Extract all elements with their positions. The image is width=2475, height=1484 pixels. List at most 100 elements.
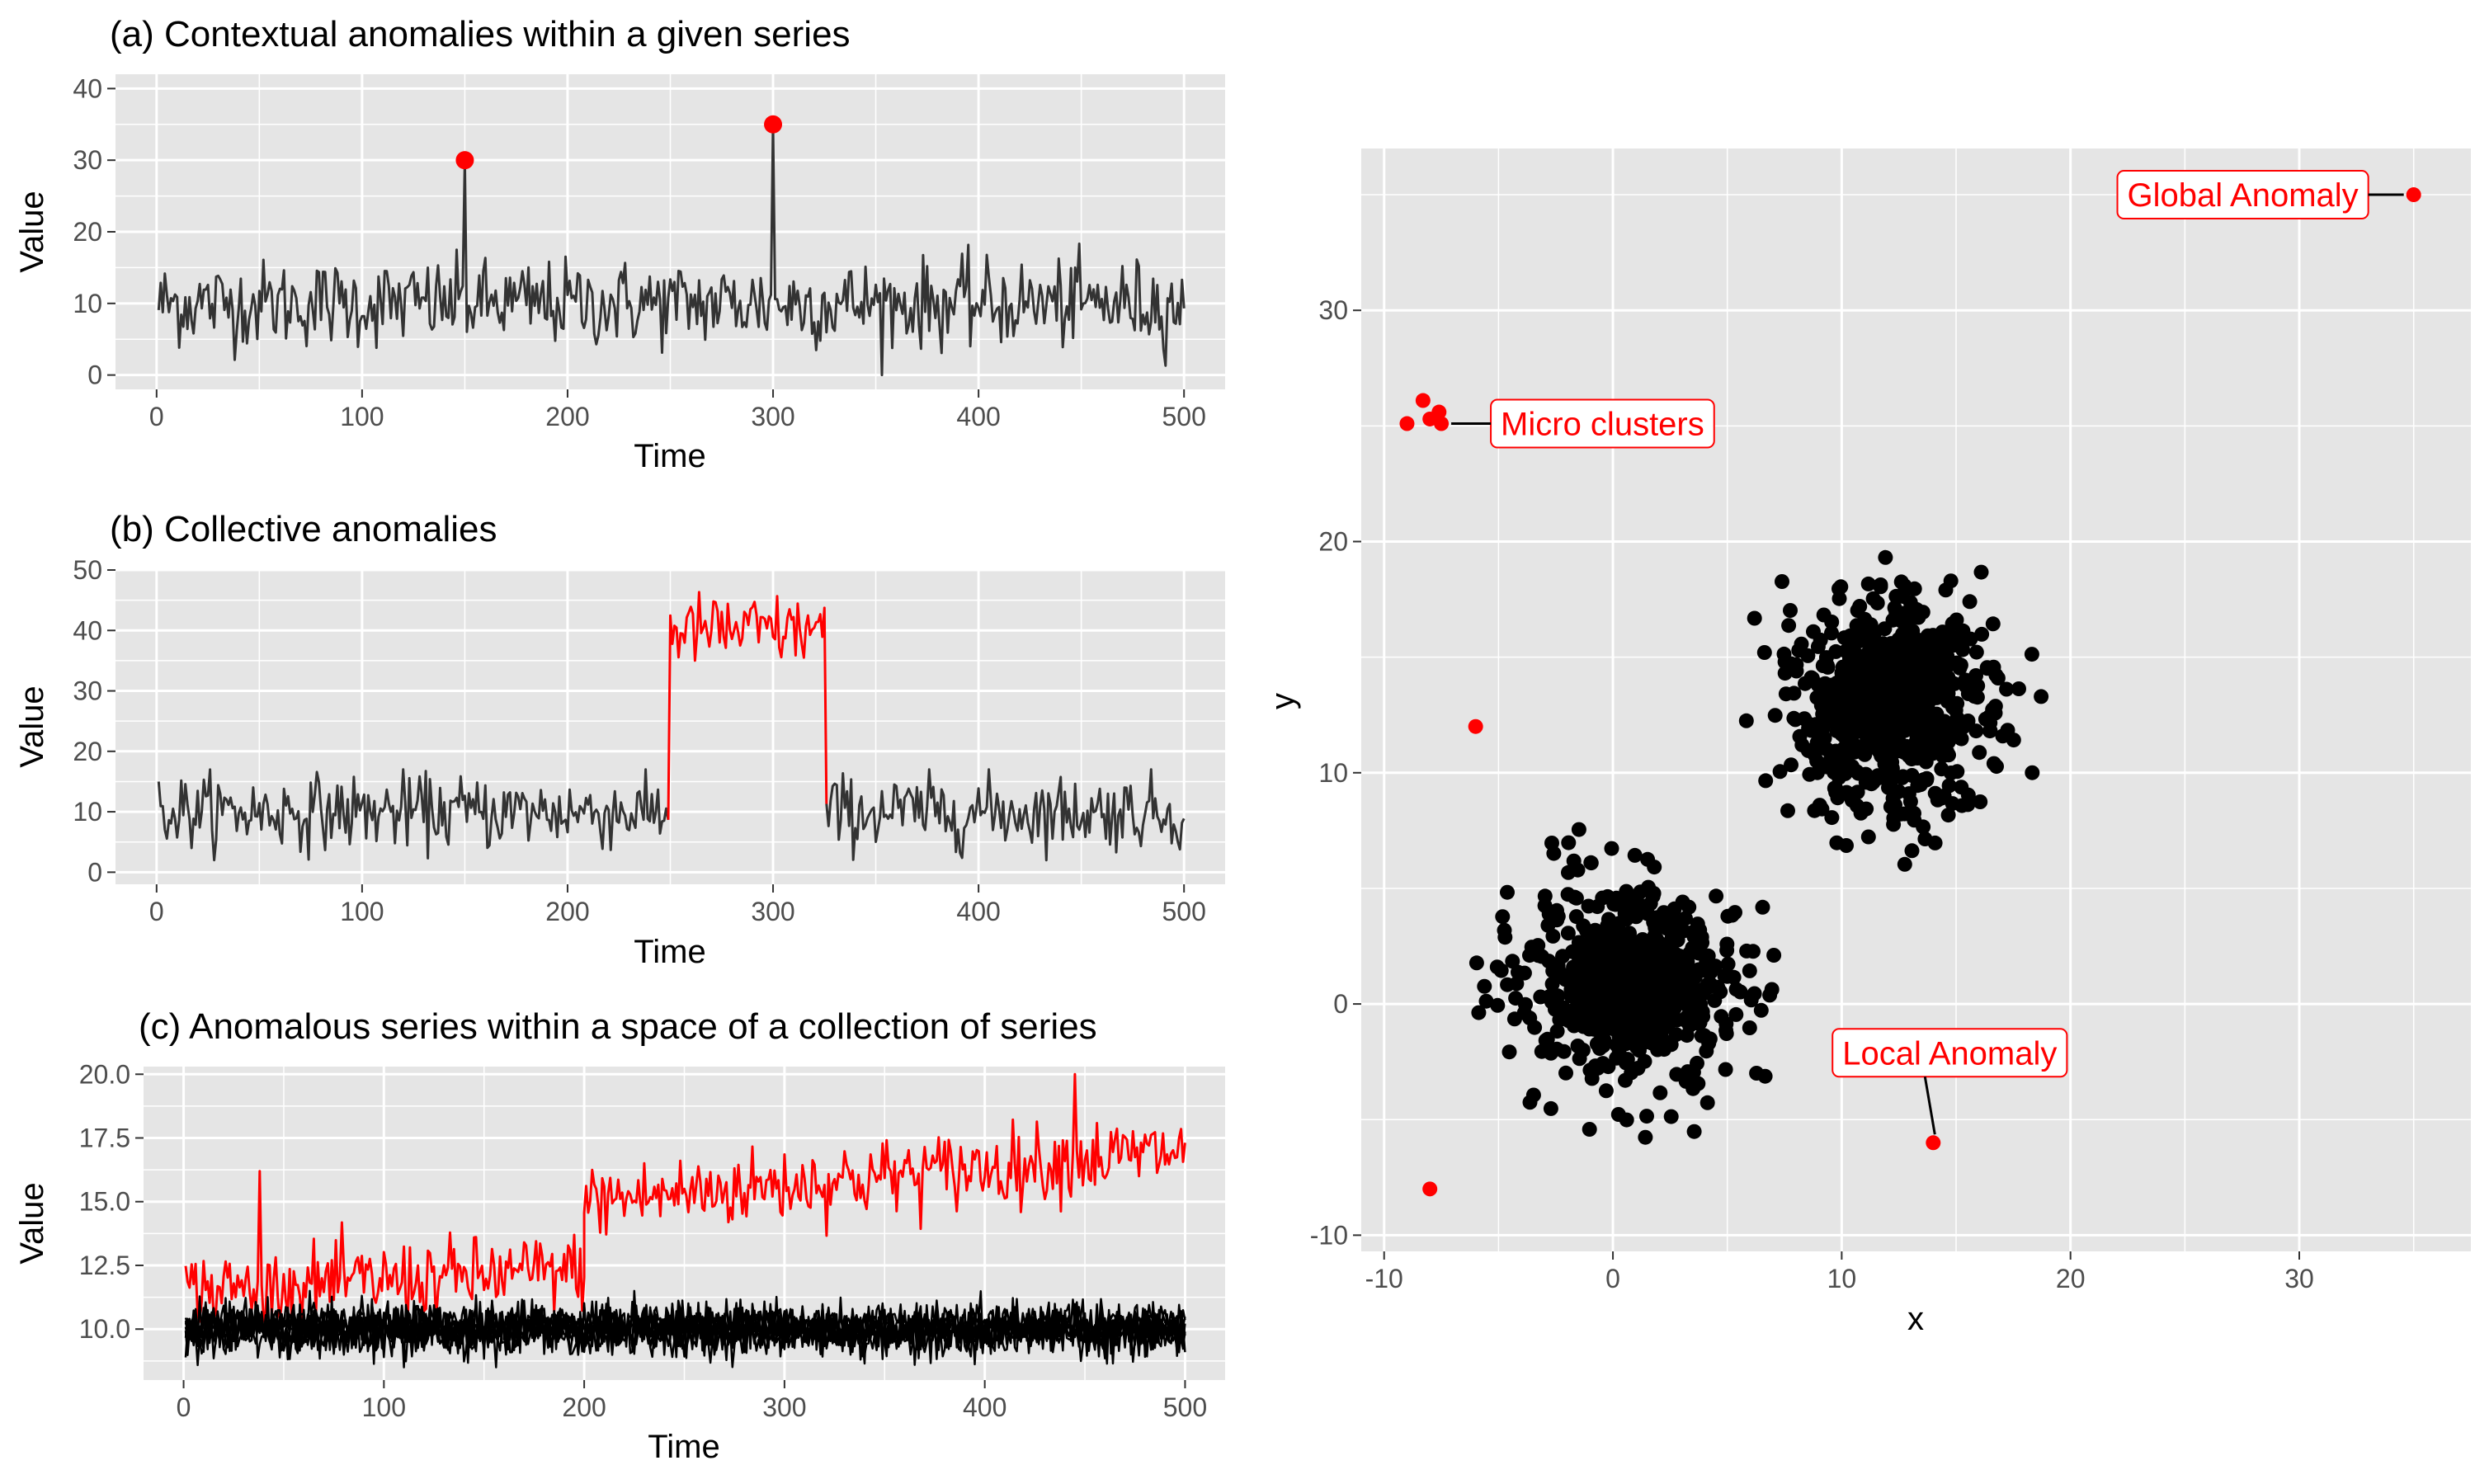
- anomaly-point: [1431, 404, 1447, 420]
- anomaly-point: [1415, 393, 1431, 408]
- series-line-anomalous: [667, 591, 828, 820]
- cluster-point: [1973, 564, 1989, 580]
- cluster-point: [1917, 832, 1933, 846]
- cluster-point: [1550, 908, 1566, 924]
- cluster-point: [1545, 928, 1561, 944]
- cluster-point: [1806, 624, 1821, 639]
- cluster-point: [1468, 955, 1484, 971]
- y-tick-label: 50: [73, 555, 102, 585]
- panel-c-x-label: Time: [648, 1429, 719, 1465]
- cluster-point: [1985, 702, 2001, 718]
- cluster-point: [1952, 660, 1968, 676]
- cluster-point: [1757, 1068, 1773, 1084]
- cluster-point: [1610, 1107, 1626, 1122]
- cluster-point: [1509, 976, 1525, 992]
- cluster-point: [1943, 766, 1959, 780]
- cluster-point: [1718, 1023, 1733, 1039]
- cluster-point: [1883, 690, 1898, 706]
- annotation-label: Global Anomaly: [2128, 177, 2359, 214]
- panel-b-ticks: 0 100 200 300 400 500 0 10 20 30 40 50: [73, 555, 1205, 926]
- panel-a-x-label: Time: [634, 438, 705, 474]
- cluster-point: [1874, 729, 1889, 744]
- cluster-point: [1663, 1109, 1679, 1124]
- cluster-point: [1707, 992, 1723, 1008]
- cluster-point: [1911, 698, 1926, 714]
- cluster-point: [1939, 690, 1954, 705]
- x-tick-label: 300: [762, 1392, 806, 1422]
- y-tick-label: 40: [73, 73, 102, 103]
- cluster-point: [1647, 860, 1662, 875]
- cluster-point: [1594, 937, 1610, 953]
- cluster-point: [1568, 909, 1584, 925]
- cluster-point: [1604, 841, 1619, 856]
- cluster-point: [1694, 1028, 1709, 1044]
- cluster-point: [1886, 817, 1902, 832]
- cluster-point: [1582, 1122, 1597, 1137]
- panel-a-title: (a) Contextual anomalies within a given …: [110, 14, 851, 54]
- cluster-point: [1772, 764, 1788, 780]
- anomaly-point: [764, 115, 783, 134]
- cluster-point: [1590, 899, 1605, 915]
- cluster-point: [1893, 574, 1909, 590]
- cluster-point: [1586, 1021, 1601, 1037]
- cluster-point: [1732, 984, 1748, 1000]
- cluster-point: [1851, 634, 1867, 649]
- cluster-point: [1648, 1020, 1664, 1036]
- cluster-point: [1544, 976, 1560, 992]
- cluster-point: [1819, 742, 1835, 757]
- cluster-point: [1565, 944, 1580, 959]
- cluster-point: [1635, 898, 1651, 914]
- cluster-point: [1864, 719, 1879, 735]
- cluster-point: [1789, 663, 1804, 679]
- x-tick-label: 0: [149, 897, 164, 926]
- cluster-point: [1544, 994, 1559, 1010]
- cluster-point: [1560, 926, 1576, 941]
- cluster-point: [1679, 973, 1695, 987]
- annotation-label: Local Anomaly: [1842, 1035, 2057, 1072]
- cluster-point: [1549, 1024, 1565, 1039]
- cluster-point: [1963, 631, 1978, 647]
- cluster-point: [1747, 610, 1762, 626]
- cluster-point: [1786, 710, 1802, 726]
- cluster-point: [1853, 805, 1869, 821]
- cluster-point: [1955, 642, 1970, 657]
- cluster-point: [1954, 780, 1969, 795]
- cluster-point: [1813, 698, 1829, 713]
- cluster-point: [2024, 647, 2039, 662]
- cluster-point: [1860, 691, 1875, 707]
- cluster-point: [1879, 643, 1895, 659]
- cluster-point: [1738, 713, 1754, 728]
- cluster-point: [1968, 723, 1984, 739]
- cluster-point: [1829, 689, 1845, 704]
- cluster-point: [1495, 909, 1511, 925]
- cluster-point: [1797, 711, 1813, 727]
- cluster-point: [1989, 759, 2004, 775]
- cluster-point: [1549, 960, 1565, 975]
- series-line-normal: [825, 768, 1186, 862]
- panel-b-x-label: Time: [634, 934, 705, 970]
- cluster-point: [1477, 978, 1492, 994]
- cluster-point: [1904, 843, 1920, 859]
- cluster-point: [1870, 768, 1886, 784]
- cluster-point: [1608, 1022, 1624, 1038]
- cluster-point: [1518, 996, 1533, 1012]
- panel-d-y-label: y: [1265, 693, 1301, 709]
- x-tick-label: 100: [340, 402, 384, 431]
- cluster-point: [1561, 864, 1576, 880]
- cluster-point: [1616, 931, 1632, 947]
- cluster-point: [1575, 1043, 1591, 1058]
- anomaly-point: [1434, 416, 1450, 431]
- cluster-point: [1639, 1109, 1654, 1124]
- cluster-point: [1739, 943, 1755, 959]
- cluster-point: [1558, 1065, 1573, 1081]
- cluster-point: [1962, 594, 1978, 610]
- cluster-point: [1766, 948, 1782, 963]
- cluster-point: [1591, 1039, 1607, 1054]
- cluster-point: [1571, 822, 1586, 837]
- cluster-point: [1670, 1012, 1685, 1028]
- cluster-point: [1862, 740, 1878, 756]
- cluster-point: [1572, 957, 1587, 972]
- cluster-point: [1742, 963, 1757, 978]
- panel-a-contextual: (a) Contextual anomalies within a given …: [14, 14, 1225, 474]
- cluster-point: [1775, 574, 1789, 589]
